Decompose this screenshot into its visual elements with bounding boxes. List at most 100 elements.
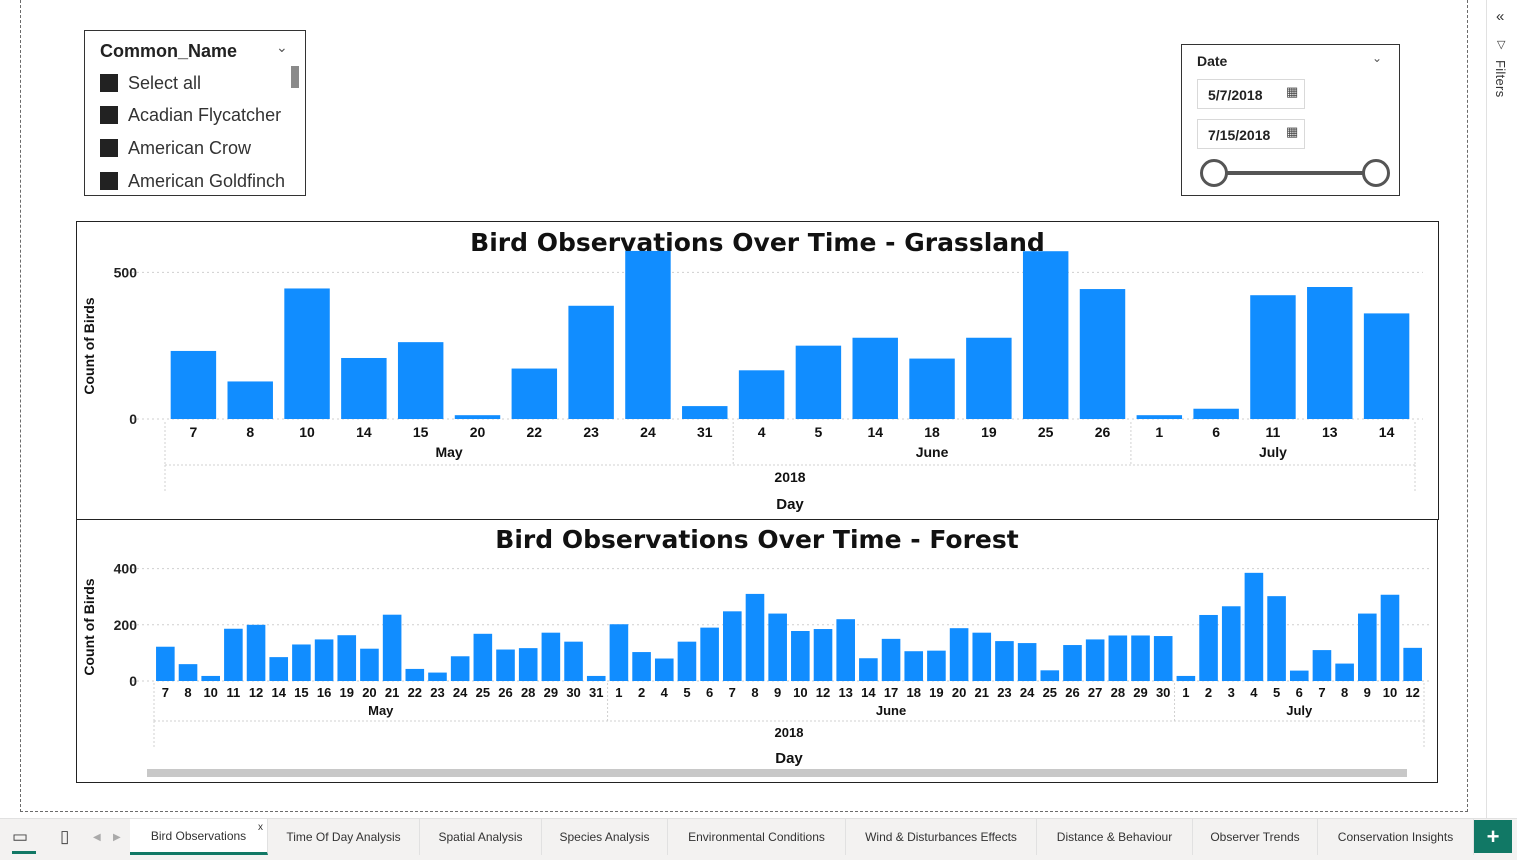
x-tick-label: 14 (356, 424, 372, 440)
date-range-track[interactable] (1215, 171, 1375, 175)
forest-bar-chart[interactable]: Bird Observations Over Time - Forest 0 20… (76, 519, 1438, 783)
x-tick-label: 28 (1111, 685, 1125, 700)
bar (156, 646, 175, 681)
slicer-item-label: Acadian Flycatcher (128, 104, 282, 125)
collapse-icon[interactable]: « (1496, 8, 1505, 25)
y-axis-label: Count of Birds (81, 297, 97, 394)
tab-label: Wind & Disturbances Effects (865, 830, 1017, 844)
x-tick-label: 6 (1296, 685, 1303, 700)
slicer-item-select-all[interactable]: Select all (100, 68, 201, 98)
checkbox[interactable] (100, 139, 118, 157)
checkbox[interactable] (100, 106, 118, 124)
scroll-left-icon[interactable]: ◀ (93, 832, 101, 843)
month-label: May (435, 444, 462, 460)
filter-icon: ▽ (1497, 39, 1506, 51)
range-start-handle[interactable] (1200, 159, 1228, 187)
close-tab-icon[interactable]: x (258, 822, 263, 833)
bar (405, 668, 425, 681)
checkbox[interactable] (100, 74, 118, 92)
slicer-item[interactable]: American Crow (100, 133, 251, 163)
range-end-handle[interactable] (1362, 159, 1390, 187)
slicer-header: Common_Name (100, 41, 238, 61)
tab-conservation[interactable]: Conservation Insights (1318, 819, 1474, 855)
desktop-view-icon[interactable]: ▭ (12, 827, 29, 846)
tab-species[interactable]: Species Analysis (542, 819, 668, 855)
tab-bird-observations[interactable]: Bird Observations x (130, 819, 268, 855)
slicer-item[interactable]: Acadian Flycatcher (100, 100, 281, 130)
bar (723, 611, 742, 681)
x-tick-label: 29 (544, 685, 558, 700)
bar (1108, 635, 1128, 681)
x-tick-label: 26 (1095, 424, 1111, 440)
tab-label: Species Analysis (559, 830, 650, 844)
bar (632, 652, 651, 681)
add-page-button[interactable]: + (1474, 820, 1512, 853)
x-tick-label: 14 (861, 685, 876, 700)
bar (745, 593, 765, 681)
bar (473, 633, 493, 681)
tab-wind-disturbances[interactable]: Wind & Disturbances Effects (846, 819, 1037, 855)
x-tick-label: 24 (1020, 685, 1035, 700)
bar (178, 664, 198, 681)
x-tick-label: 5 (683, 685, 690, 700)
end-date-input[interactable]: 7/15/2018 ▦ (1197, 119, 1305, 149)
bar (337, 635, 357, 681)
bar (201, 675, 220, 681)
calendar-icon[interactable]: ▦ (1286, 84, 1299, 99)
bar (511, 368, 558, 419)
x-tick-label: 14 (1379, 424, 1395, 440)
tab-distance-behaviour[interactable]: Distance & Behaviour (1037, 819, 1193, 855)
date-slicer-header: Date (1197, 53, 1228, 69)
y-tick-label: 500 (114, 264, 138, 280)
x-tick-label: 13 (1322, 424, 1338, 440)
slicer-scrollbar[interactable] (291, 66, 299, 88)
bar (927, 650, 946, 681)
x-tick-label: 15 (294, 685, 308, 700)
month-label: June (876, 703, 906, 718)
date-slicer[interactable]: Date ⌄ 5/7/2018 ▦ 7/15/2018 ▦ (1181, 44, 1400, 196)
bar (852, 337, 898, 419)
chart-horizontal-scrollbar[interactable] (147, 769, 1407, 777)
chevron-down-icon[interactable]: ⌄ (276, 39, 288, 55)
tab-spatial[interactable]: Spatial Analysis (420, 819, 542, 855)
x-tick-label: 22 (408, 685, 422, 700)
x-tick-label: 7 (190, 424, 198, 440)
tab-time-of-day[interactable]: Time Of Day Analysis (268, 819, 420, 855)
mobile-view-icon[interactable]: ▯ (60, 827, 70, 846)
calendar-icon[interactable]: ▦ (1286, 124, 1299, 139)
x-tick-label: 16 (317, 685, 331, 700)
checkbox[interactable] (100, 172, 118, 190)
bar (700, 627, 719, 681)
start-date-input[interactable]: 5/7/2018 ▦ (1197, 79, 1305, 109)
tab-environmental[interactable]: Environmental Conditions (668, 819, 846, 855)
bar (949, 628, 969, 681)
bar (518, 648, 538, 681)
y-axis-label: Count of Birds (81, 578, 97, 675)
year-label: 2018 (774, 469, 805, 485)
x-tick-label: 31 (589, 685, 603, 700)
bar (1017, 643, 1037, 681)
grassland-bar-chart[interactable]: Bird Observations Over Time - Grassland … (76, 221, 1439, 520)
x-tick-label: 4 (661, 685, 669, 700)
chevron-down-icon[interactable]: ⌄ (1372, 51, 1383, 65)
scroll-right-icon[interactable]: ▶ (113, 832, 121, 843)
x-tick-label: 20 (470, 424, 486, 440)
x-tick-label: 10 (793, 685, 807, 700)
bar (269, 657, 289, 681)
bar (1022, 251, 1069, 419)
common-name-slicer[interactable]: Common_Name ⌄ Select all Acadian Flycatc… (84, 30, 306, 196)
bar (284, 288, 330, 419)
x-tick-label: 27 (1088, 685, 1102, 700)
bar (1176, 675, 1196, 681)
x-tick-label: 12 (1405, 685, 1419, 700)
bar (360, 648, 379, 681)
bar (682, 406, 728, 419)
end-date-value: 7/15/2018 (1208, 127, 1271, 143)
slicer-item[interactable]: American Goldfinch (100, 166, 285, 195)
tab-observer-trends[interactable]: Observer Trends (1193, 819, 1318, 855)
bar (972, 632, 992, 681)
filters-pane[interactable]: « ▽ Filters (1486, 0, 1517, 818)
bar (450, 656, 470, 681)
bar (1403, 647, 1422, 681)
x-tick-label: 26 (1065, 685, 1079, 700)
